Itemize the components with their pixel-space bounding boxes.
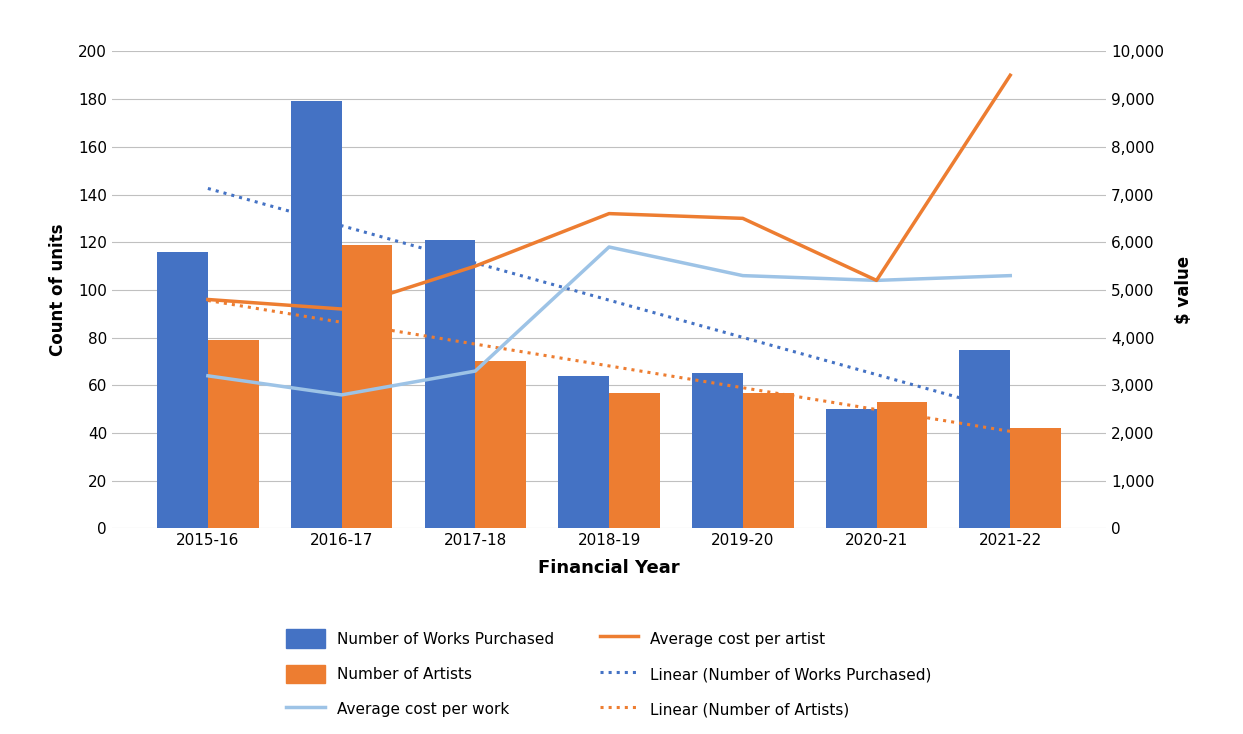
Bar — [425, 240, 475, 528]
Bar — [825, 410, 876, 528]
Bar — [291, 101, 342, 528]
Bar — [342, 244, 393, 528]
Legend: Number of Works Purchased, Number of Artists, Average cost per work, Average cos: Number of Works Purchased, Number of Art… — [278, 622, 940, 727]
Bar — [558, 376, 609, 528]
Bar — [692, 374, 743, 528]
Bar — [1011, 429, 1062, 528]
Bar — [475, 362, 526, 528]
Bar — [876, 402, 927, 528]
Bar — [208, 340, 259, 528]
Y-axis label: Count of units: Count of units — [48, 224, 67, 356]
Bar — [609, 393, 660, 528]
Bar — [743, 393, 793, 528]
X-axis label: Financial Year: Financial Year — [538, 559, 680, 578]
Bar — [157, 252, 208, 528]
Y-axis label: $ value: $ value — [1175, 256, 1193, 324]
Bar — [960, 349, 1011, 528]
